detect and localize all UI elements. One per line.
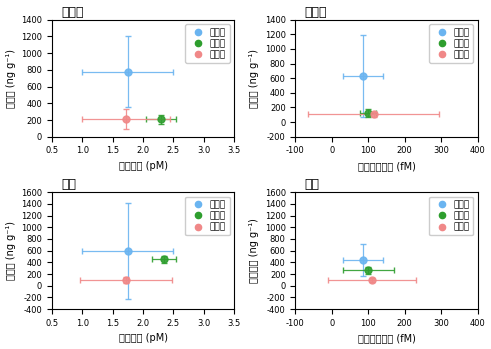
Legend: 장선호, 영산호, 금호호: 장선호, 영산호, 금호호 [429,196,473,235]
Y-axis label: 종수은 (ng g⁻¹): 종수은 (ng g⁻¹) [6,49,16,108]
Text: 블루길: 블루길 [61,6,83,18]
Legend: 장선호, 영산호, 금호호: 장선호, 영산호, 금호호 [186,196,230,235]
Y-axis label: 종수은 (ng g⁻¹): 종수은 (ng g⁻¹) [5,221,16,280]
X-axis label: 용존유기수은 (fM): 용존유기수은 (fM) [357,161,415,171]
X-axis label: 용존수은 (pM): 용존수은 (pM) [118,161,167,171]
Y-axis label: 종수은 (ng g⁻¹): 종수은 (ng g⁻¹) [249,49,259,108]
X-axis label: 용존수은 (pM): 용존수은 (pM) [118,333,167,343]
Text: 블루길: 블루길 [304,6,327,18]
Legend: 장선호, 영산호, 금호호: 장선호, 영산호, 금호호 [186,24,230,63]
Text: 붕어: 붕어 [304,178,320,191]
Y-axis label: 유기수은 (ng g⁻¹): 유기수은 (ng g⁻¹) [249,218,259,283]
Text: 붕어: 붕어 [61,178,76,191]
Legend: 장선호, 영산호, 금호호: 장선호, 영산호, 금호호 [429,24,473,63]
X-axis label: 용존유기수은 (fM): 용존유기수은 (fM) [357,333,415,343]
